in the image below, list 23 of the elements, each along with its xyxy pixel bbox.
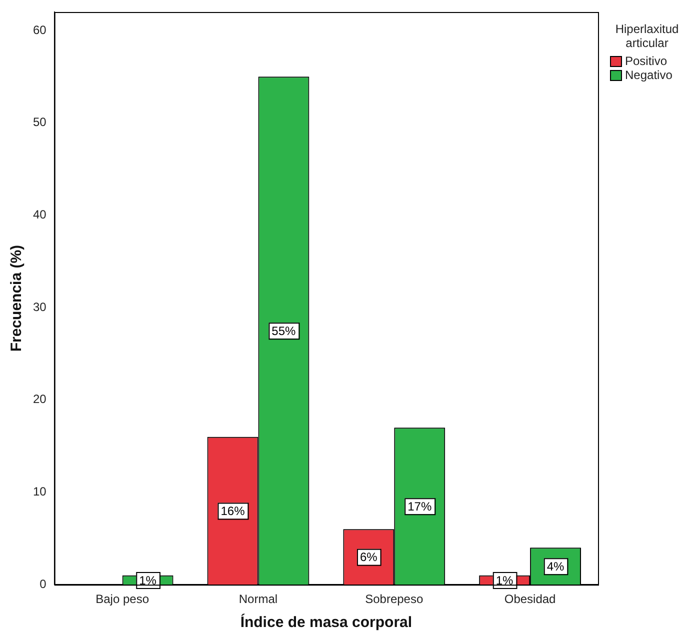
legend-label: Positivo — [625, 54, 668, 68]
y-tick-label: 30 — [32, 300, 47, 314]
y-tick-label: 10 — [32, 484, 47, 499]
y-tick-label: 20 — [32, 392, 47, 406]
x-tick-label: Obesidad — [504, 592, 556, 606]
y-tick-label: 50 — [32, 115, 47, 130]
data-label: 17% — [408, 499, 432, 514]
data-label: 16% — [220, 504, 246, 518]
y-tick-label: 40 — [32, 207, 47, 222]
y-axis-title: Frecuencia (%) — [8, 244, 26, 352]
x-tick-label: Sobrepeso — [365, 592, 424, 606]
legend-label: Negativo — [625, 68, 672, 82]
x-axis-title: Índice de masa corporal — [240, 613, 412, 632]
x-tick-label: Normal — [238, 592, 278, 606]
legend-title: Hiperlaxitud articular — [614, 22, 680, 50]
data-label: 6% — [360, 550, 378, 564]
data-label: 4% — [546, 559, 565, 574]
y-tick-label: 60 — [32, 22, 47, 37]
data-label: 1% — [139, 573, 157, 588]
data-label: 55% — [272, 324, 296, 338]
y-tick-label: 0 — [40, 576, 47, 591]
data-label: 1% — [496, 573, 514, 588]
x-tick-label: Bajo peso — [96, 592, 150, 606]
